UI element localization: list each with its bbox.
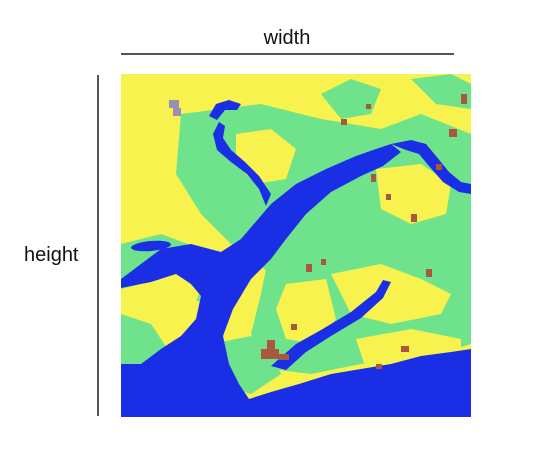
- width-label: width: [263, 27, 311, 49]
- land-cover-map: [121, 74, 471, 417]
- built-up-patches: [261, 94, 467, 369]
- cloud-patch: [169, 100, 181, 116]
- height-label: height: [24, 244, 79, 266]
- water-regions: [121, 100, 471, 417]
- width-dimension-line: [121, 53, 454, 55]
- height-dimension-line: [97, 75, 99, 416]
- land-cover-map-image: [121, 74, 471, 417]
